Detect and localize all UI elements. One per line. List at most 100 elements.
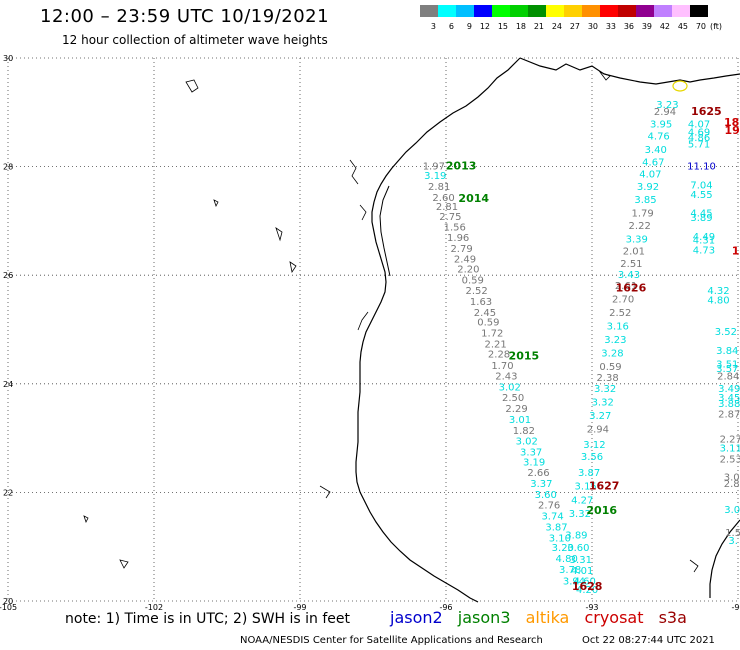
wave-height-value: 2.20 bbox=[457, 264, 479, 275]
wave-height-value: 3.51 bbox=[716, 360, 738, 371]
wave-height-value: 4.32 bbox=[707, 286, 729, 297]
wave-height-value: 2.94 bbox=[587, 425, 609, 436]
wave-height-value: 3.0 bbox=[724, 505, 740, 516]
wave-height-value: 4.55 bbox=[690, 190, 712, 201]
legend-swatch bbox=[492, 5, 510, 17]
wave-height-value: 3.60 bbox=[567, 543, 589, 554]
wave-height-value: 3.52 bbox=[715, 327, 737, 338]
wave-height-value: 3.43 bbox=[618, 270, 640, 281]
gulf-coastline bbox=[355, 57, 521, 603]
wave-height-value: 4.45 bbox=[690, 209, 712, 220]
wave-height-value: 3.88 bbox=[718, 399, 740, 410]
legend-swatch bbox=[600, 5, 618, 17]
wave-height-value: 2.79 bbox=[450, 244, 472, 255]
lat-tick-label: 22 bbox=[3, 488, 13, 497]
wave-height-value: 3.31 bbox=[570, 555, 592, 566]
pass-number-label: 1628 bbox=[572, 580, 603, 593]
coastline bbox=[83, 57, 740, 603]
wave-height-value: 4.07 bbox=[639, 169, 661, 180]
pass-number-label: 2014 bbox=[458, 192, 489, 205]
pass-number-label: 1 bbox=[732, 245, 740, 258]
sat-key-altika: altika bbox=[525, 608, 570, 627]
wave-height-value: 2.49 bbox=[454, 255, 476, 266]
louisiana-coastline bbox=[519, 57, 740, 85]
wave-height-value: 3.15 bbox=[575, 482, 597, 493]
wave-height-value: 2.01 bbox=[623, 247, 645, 258]
pass-number-label: 1625 bbox=[691, 105, 722, 118]
wave-height-value: 3.23 bbox=[604, 335, 626, 346]
legend-label: 33 bbox=[606, 22, 616, 31]
legend-label: 12 bbox=[480, 22, 490, 31]
legend-label: 27 bbox=[570, 22, 580, 31]
legend-swatch bbox=[546, 5, 564, 17]
legend-swatch bbox=[528, 5, 546, 17]
map-grid bbox=[7, 57, 739, 602]
map-axes: -105 -102 -99 -96 -93 -90 30 28 26 24 22 20 bbox=[0, 54, 740, 610]
footer-note: note: 1) Time is in UTC; 2) SWH is in fe… bbox=[65, 611, 351, 627]
wave-height-value: 3.19 bbox=[424, 171, 446, 182]
legend-swatch bbox=[474, 5, 492, 17]
wave-height-value: 2.87 bbox=[718, 409, 740, 420]
lon-tick-label: -90 bbox=[731, 603, 740, 610]
legend-swatch bbox=[654, 5, 672, 17]
wave-height-value: 2.52 bbox=[609, 308, 631, 319]
legend-label: 21 bbox=[534, 22, 544, 31]
legend-swatch bbox=[564, 5, 582, 17]
wave-height-value: 2.75 bbox=[439, 212, 461, 223]
wave-height-value: 2.61 bbox=[615, 281, 637, 292]
wave-height-value: 1.79 bbox=[631, 209, 653, 220]
wave-height-value: 4.07 bbox=[688, 120, 710, 131]
wave-height-value: 2.28 bbox=[488, 350, 510, 361]
lat-tick-label: 28 bbox=[3, 163, 13, 172]
lon-tick-label: -105 bbox=[0, 603, 17, 610]
wave-height-value: 3.84 bbox=[716, 346, 738, 357]
wave-height-value: 0.59 bbox=[599, 362, 621, 373]
wave-height-value: 2.38 bbox=[596, 373, 618, 384]
legend-label: 9 bbox=[467, 22, 472, 31]
legend-swatch bbox=[510, 5, 528, 17]
wave-height-value: 2.29 bbox=[505, 404, 527, 415]
wave-height-value: 3.37 bbox=[530, 479, 552, 490]
wave-height-value: 2.43 bbox=[495, 371, 517, 382]
wave-height-value: 4.31 bbox=[693, 236, 715, 247]
wave-height-value: 3.12 bbox=[583, 440, 605, 451]
wave-height-value: 3.27 bbox=[589, 411, 611, 422]
wave-height-value: 1.5 bbox=[725, 528, 740, 539]
wave-height-value: 3.40 bbox=[645, 145, 667, 156]
wave-height-value: 2.84 bbox=[717, 371, 739, 382]
wave-height-value: 4.80 bbox=[556, 554, 578, 565]
pass-number-label: 1627 bbox=[589, 480, 620, 493]
wave-height-value: 3.56 bbox=[581, 452, 603, 463]
wave-height-value: 3.87 bbox=[545, 522, 567, 533]
wave-height-value: 3.92 bbox=[637, 182, 659, 193]
legend-label: 15 bbox=[498, 22, 508, 31]
sat-key-jason2: jason2 bbox=[390, 608, 443, 627]
wave-height-value: 3.74 bbox=[541, 512, 563, 523]
legend-swatch bbox=[456, 5, 474, 17]
wave-height-value: 3.57 bbox=[716, 364, 738, 375]
pass-number-label: 2013 bbox=[446, 159, 477, 172]
legend-swatch bbox=[636, 5, 654, 17]
wave-height-value: 3.85 bbox=[634, 195, 656, 206]
wave-height-value: 3.01 bbox=[509, 415, 531, 426]
legend-swatch bbox=[690, 5, 708, 17]
wave-height-value: 3.87 bbox=[578, 468, 600, 479]
wave-height-value: 2.94 bbox=[654, 107, 676, 118]
lat-tick-label: 30 bbox=[3, 54, 13, 63]
legend-label: 45 bbox=[678, 22, 688, 31]
wave-height-value: 7.04 bbox=[690, 180, 712, 191]
sat-key-cryosat: cryosat bbox=[584, 608, 644, 627]
wave-height-value: 3.94 bbox=[563, 577, 585, 588]
legend-label: 24 bbox=[552, 22, 562, 31]
wave-height-value: 3.19 bbox=[523, 457, 545, 468]
wave-height-value: 4.49 bbox=[693, 232, 715, 243]
map-title: 12:00 – 23:59 UTC 10/19/2021 bbox=[40, 6, 330, 27]
wave-height-value: 2.81 bbox=[436, 202, 458, 213]
lat-tick-label: 24 bbox=[3, 380, 13, 389]
wave-height-value: 3.60 bbox=[535, 490, 557, 501]
wave-height-value: 3.37 bbox=[520, 447, 542, 458]
wave-height-value: 4.20 bbox=[576, 585, 598, 596]
wave-height-value: 3.16 bbox=[607, 322, 629, 333]
legend-swatch bbox=[618, 5, 636, 17]
wave-height-value: 3.78 bbox=[559, 565, 581, 576]
